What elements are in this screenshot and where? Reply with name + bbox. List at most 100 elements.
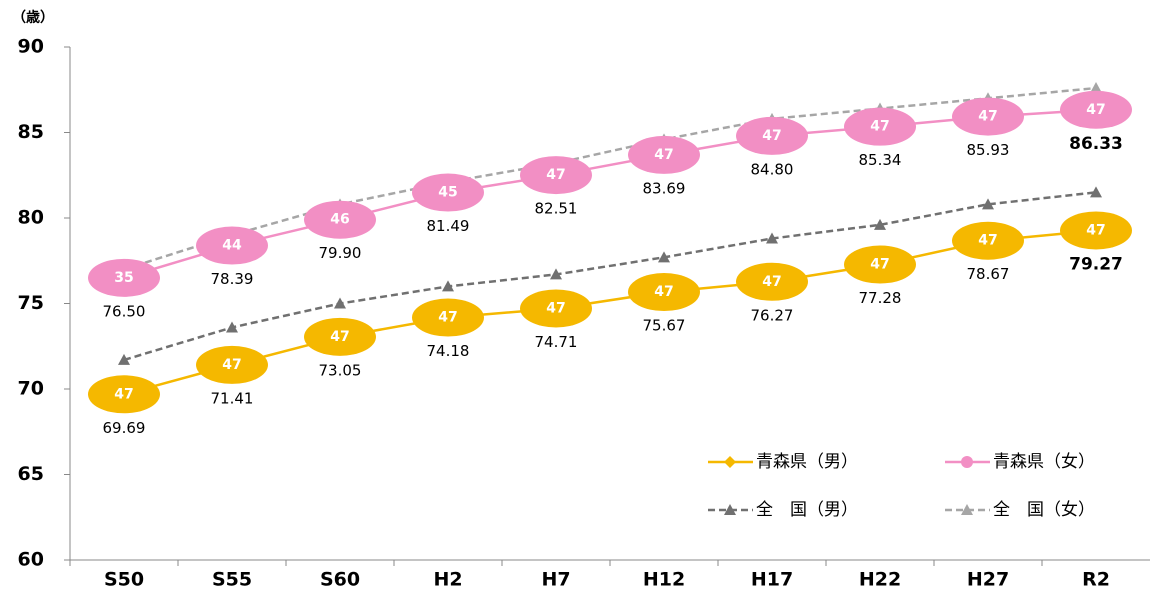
y-tick-label: 70	[18, 378, 44, 400]
rank-bubble	[628, 135, 700, 174]
x-tick-label: S55	[212, 569, 252, 591]
series-line	[123, 229, 1097, 396]
point	[766, 232, 778, 244]
rank-label: 47	[870, 257, 889, 273]
legend-label: 青森県（女）	[993, 452, 1095, 472]
series-line	[123, 108, 1097, 280]
rank-bubble	[304, 200, 376, 239]
value-label: 85.34	[859, 151, 902, 169]
point	[334, 297, 346, 309]
legend-marker	[724, 456, 736, 468]
rank-bubble	[1060, 90, 1132, 129]
series-line	[123, 86, 1097, 271]
rank-label: 47	[438, 310, 457, 326]
rank-bubble	[952, 97, 1024, 136]
legend-marker	[724, 504, 736, 515]
value-label: 76.27	[751, 306, 794, 324]
point	[982, 198, 994, 210]
value-label: 81.49	[427, 217, 470, 235]
point	[1090, 82, 1102, 94]
point	[442, 280, 454, 292]
y-tick-label: 85	[18, 121, 44, 143]
y-axis-label: （歳）	[12, 9, 54, 26]
rank-label: 47	[546, 300, 565, 316]
rank-label: 47	[1086, 222, 1105, 238]
rank-bubble	[736, 116, 808, 155]
value-label: 84.80	[751, 160, 794, 178]
rank-bubble	[304, 317, 376, 356]
value-label: 73.05	[319, 361, 362, 379]
rank-label: 47	[546, 167, 565, 183]
legend-marker	[961, 504, 973, 515]
legend-marker	[961, 456, 973, 468]
rank-label: 47	[654, 147, 673, 163]
value-label: 79.90	[319, 244, 362, 262]
legend-label: 青森県（男）	[756, 452, 858, 472]
rank-bubble	[88, 375, 160, 414]
x-tick-label: H22	[859, 569, 901, 591]
point	[118, 353, 130, 365]
rank-bubble	[736, 262, 808, 301]
x-tick-label: H27	[967, 569, 1009, 591]
rank-bubble	[412, 298, 484, 337]
value-label: 83.69	[643, 179, 686, 197]
x-tick-label: S60	[320, 569, 360, 591]
rank-label: 46	[330, 212, 349, 228]
series-line	[123, 191, 1097, 362]
rank-bubble	[196, 345, 268, 384]
rank-label: 47	[978, 109, 997, 125]
point	[550, 268, 562, 280]
value-label: 71.41	[211, 389, 254, 407]
value-label: 75.67	[643, 317, 686, 335]
y-tick-label: 90	[18, 36, 44, 58]
rank-bubble	[952, 221, 1024, 260]
value-label: 79.27	[1069, 254, 1123, 274]
rank-label: 47	[870, 119, 889, 135]
value-label: 76.50	[103, 302, 146, 320]
value-label: 78.67	[967, 265, 1010, 283]
y-tick-label: 75	[18, 292, 44, 314]
value-label: 69.69	[103, 419, 146, 437]
legend-label: 全 国（女）	[993, 500, 1095, 520]
value-label: 74.18	[427, 342, 470, 360]
x-tick-label: H7	[541, 569, 570, 591]
value-label: 82.51	[535, 200, 578, 218]
rank-label: 47	[1086, 102, 1105, 118]
x-tick-label: R2	[1082, 569, 1110, 591]
rank-label: 44	[222, 238, 242, 254]
x-tick-label: H12	[643, 569, 685, 591]
rank-bubble	[88, 258, 160, 297]
point	[874, 218, 886, 230]
x-tick-label: H2	[433, 569, 462, 591]
rank-label: 47	[762, 274, 781, 290]
rank-bubble	[196, 226, 268, 265]
rank-label: 47	[330, 329, 349, 345]
rank-label: 35	[114, 270, 133, 286]
legend-label: 全 国（男）	[756, 500, 858, 520]
value-label: 77.28	[859, 289, 902, 307]
rank-bubble	[844, 107, 916, 146]
rank-bubble	[520, 289, 592, 328]
point	[658, 251, 670, 263]
rank-label: 47	[654, 284, 673, 300]
point	[226, 321, 238, 333]
x-tick-label: S50	[104, 569, 144, 591]
rank-bubble	[412, 173, 484, 212]
rank-label: 47	[114, 386, 133, 402]
rank-bubble	[844, 245, 916, 284]
y-tick-label: 80	[18, 207, 44, 229]
value-label: 78.39	[211, 270, 254, 288]
y-tick-label: 65	[18, 463, 44, 485]
x-tick-label: H17	[751, 569, 793, 591]
rank-label: 47	[978, 233, 997, 249]
rank-label: 45	[438, 185, 457, 201]
y-tick-label: 60	[18, 549, 44, 571]
value-label: 74.71	[535, 333, 578, 351]
value-label: 85.93	[967, 141, 1010, 159]
point	[1090, 186, 1102, 198]
rank-label: 47	[762, 128, 781, 144]
rank-label: 47	[222, 357, 241, 373]
rank-bubble	[628, 273, 700, 312]
value-label: 86.33	[1069, 134, 1123, 154]
